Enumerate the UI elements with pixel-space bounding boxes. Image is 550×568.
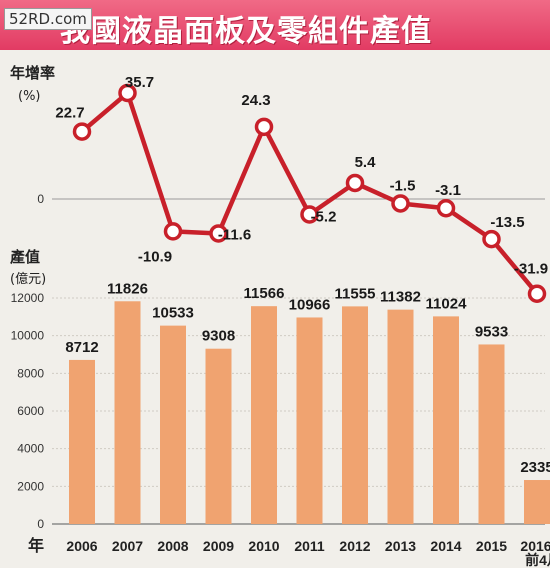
- growth-point-2011: [300, 205, 319, 224]
- bar-2010: [251, 306, 277, 524]
- x-tick-label-2008: 2008: [157, 538, 188, 554]
- bar-value-label-2011: 10966: [289, 296, 331, 313]
- bar-value-label-2010: 11566: [244, 285, 285, 302]
- growth-point-2007: [118, 83, 137, 103]
- bar-value-label-2013: 11382: [380, 289, 421, 306]
- growth-label-2013: -1.5: [390, 177, 416, 194]
- x-tick-label-2015: 2015: [476, 538, 507, 554]
- bar-2006: [69, 359, 95, 524]
- bar-2013: [387, 309, 414, 524]
- growth-point-2012: [345, 173, 365, 193]
- growth-label-2016年前4月: -31.9: [514, 261, 548, 278]
- x-tick-label-2012: 2012: [339, 538, 370, 554]
- line-ytick-zero: 0: [37, 192, 44, 206]
- bar-2007: [114, 301, 141, 524]
- x-tick-label-2016年前4月-sub: 前4月: [525, 552, 550, 568]
- bar-value-label-2015: 9533: [475, 323, 508, 340]
- growth-label-2010: 24.3: [241, 92, 270, 109]
- bar-value-label-2014: 11024: [426, 295, 468, 312]
- bar-yunit: (億元): [10, 271, 46, 287]
- chart-title: 我國液晶面板及零組件產值: [60, 14, 432, 49]
- x-tick-label-2013: 2013: [385, 538, 416, 554]
- bar-2016年前4月: [524, 480, 550, 524]
- bar-2009: [205, 348, 232, 524]
- bar-value-label-2009: 9308: [202, 328, 235, 345]
- growth-label-2006: 22.7: [55, 105, 84, 122]
- x-tick-label-2007: 2007: [112, 538, 143, 554]
- bar-ytick-2000: 2000: [17, 479, 44, 493]
- bar-value-label-2008: 10533: [152, 305, 194, 322]
- x-tick-label-2006: 2006: [66, 538, 97, 554]
- bar-ytick-10000: 10000: [11, 329, 45, 343]
- growth-point-2014: [436, 198, 456, 218]
- bar-value-label-2006: 8712: [65, 339, 98, 356]
- bar-ytick-4000: 4000: [17, 442, 44, 456]
- bar-value-label-2007: 11826: [107, 280, 148, 297]
- watermark: 52RD.com: [4, 8, 92, 30]
- growth-point-2008: [163, 222, 183, 241]
- growth-point-2016年前4月: [527, 284, 547, 303]
- line-ylabel: 年增率: [10, 64, 55, 82]
- x-tick-label-2010: 2010: [248, 538, 279, 554]
- title-banner: 我國液晶面板及零組件產值: [0, 0, 550, 50]
- x-tick-label-2016年前4月: 2016年: [520, 538, 550, 554]
- growth-point-2015: [482, 229, 501, 249]
- bar-ylabel: 產值: [9, 248, 40, 266]
- bar-2012: [342, 306, 368, 524]
- x-tick-label-2011: 2011: [294, 538, 325, 554]
- growth-point-2006: [72, 122, 92, 141]
- x-tick-label-2009: 2009: [203, 538, 234, 554]
- growth-point-2009: [209, 224, 228, 243]
- bar-value-label-2012: 11555: [335, 285, 376, 302]
- bar-2011: [296, 317, 323, 524]
- growth-label-2012: 5.4: [355, 154, 377, 171]
- bar-ytick-8000: 8000: [17, 366, 44, 380]
- growth-label-2007: 35.7: [125, 74, 154, 91]
- growth-label-2009: -11.6: [218, 226, 251, 243]
- line-yunit: (%): [18, 89, 41, 104]
- growth-label-2008: -10.9: [138, 248, 172, 265]
- bar-2008: [160, 325, 186, 524]
- bar-ytick-0: 0: [37, 517, 44, 531]
- growth-label-2015: -13.5: [490, 214, 524, 231]
- bar-xlabel: 年: [28, 536, 44, 555]
- growth-point-2013: [391, 194, 410, 213]
- bar-2014: [433, 316, 459, 524]
- growth-point-2010: [254, 117, 274, 137]
- bar-ytick-12000: 12000: [11, 291, 45, 305]
- x-tick-label-2014: 2014: [430, 538, 461, 554]
- bar-ytick-6000: 6000: [17, 404, 44, 418]
- bar-2015: [478, 344, 505, 524]
- bar-value-label-2016年前4月: 2335: [520, 459, 550, 476]
- growth-label-2011: -5.2: [311, 208, 337, 225]
- growth-label-2014: -3.1: [435, 182, 461, 199]
